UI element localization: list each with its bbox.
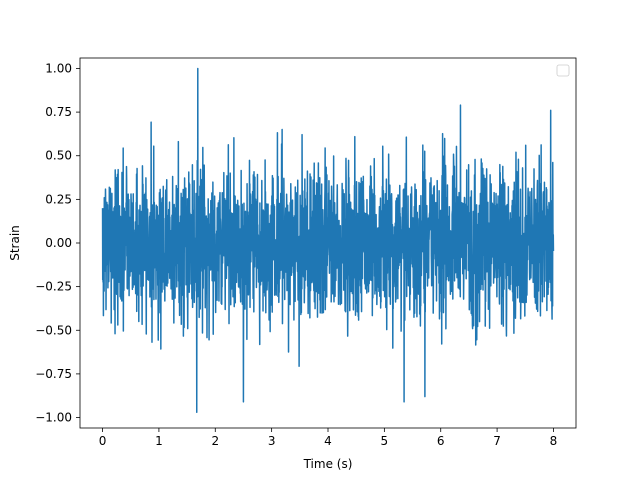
y-tick-label: 0.00: [45, 236, 72, 250]
legend-box: [556, 64, 570, 77]
x-axis-label: Time (s): [303, 457, 353, 471]
x-tick-label: 8: [550, 434, 558, 448]
y-tick-label: −1.00: [35, 411, 72, 425]
x-tick-label: 1: [155, 434, 163, 448]
y-tick-label: −0.50: [35, 323, 72, 337]
series-layer: [101, 67, 555, 414]
y-tick-label: 1.00: [45, 61, 72, 75]
y-tick-label: −0.75: [35, 367, 72, 381]
x-axis-ticks: 0 1 2 3 4 5 6 7 8: [99, 428, 558, 448]
plot-area: 0 1 2 3 4 5 6 7 8 −1.00 −0.75 −0.50 −0.25 0.00 0.25 0.…: [35, 57, 577, 448]
x-tick-label: 0: [99, 434, 107, 448]
x-tick-label: 4: [324, 434, 332, 448]
x-tick-label: 5: [381, 434, 389, 448]
y-tick-label: 0.50: [45, 149, 72, 163]
strain-series-line: [101, 67, 555, 414]
y-tick-label: 0.25: [45, 192, 72, 206]
x-tick-label: 3: [268, 434, 276, 448]
x-tick-label: 6: [437, 434, 445, 448]
y-axis-label: Strain: [8, 225, 22, 261]
y-tick-label: 0.75: [45, 105, 72, 119]
x-tick-label: 7: [493, 434, 501, 448]
x-tick-label: 2: [211, 434, 219, 448]
y-axis-ticks: −1.00 −0.75 −0.50 −0.25 0.00 0.25 0.50 0.75 1.00: [35, 61, 80, 425]
y-tick-label: −0.25: [35, 280, 72, 294]
